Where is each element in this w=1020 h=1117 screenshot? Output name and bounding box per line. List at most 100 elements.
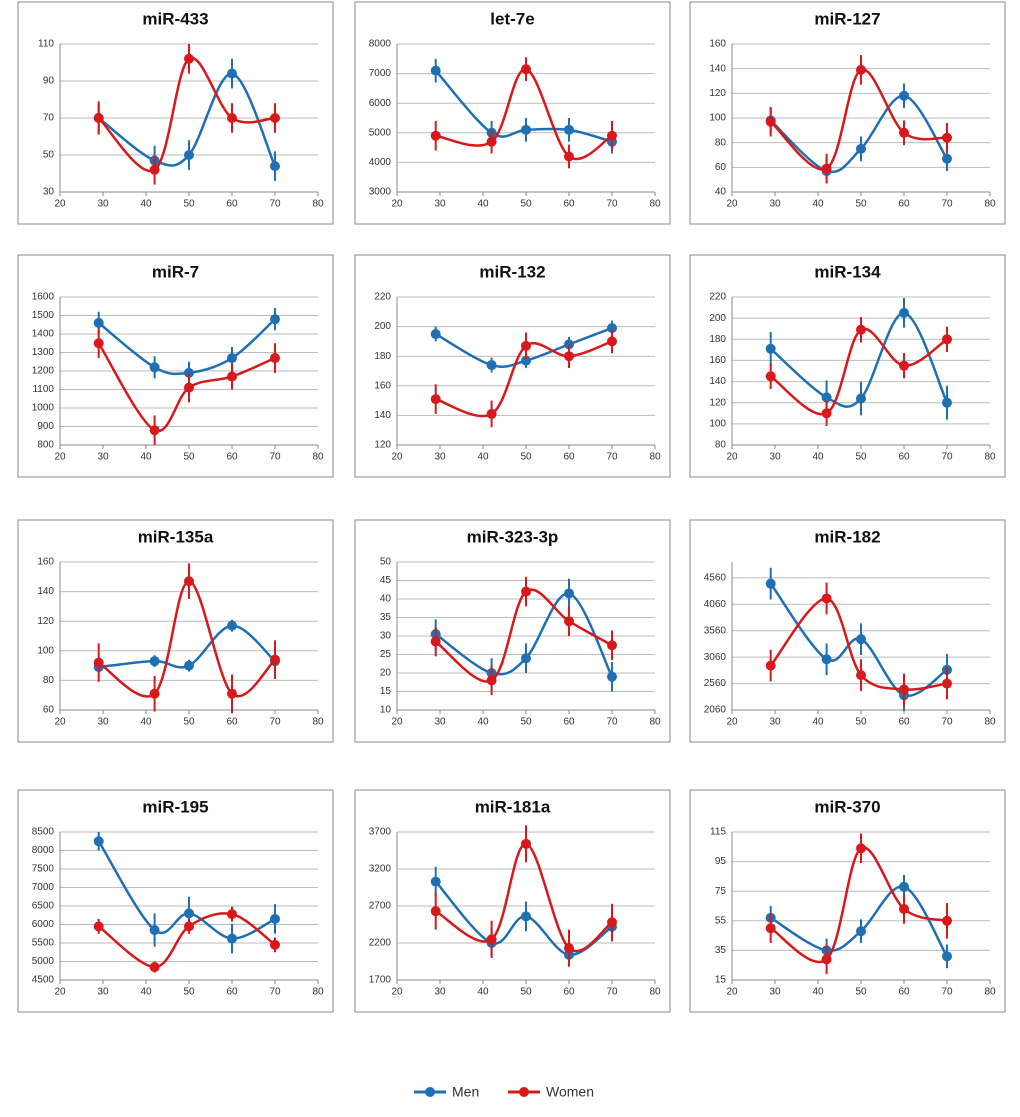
y-tick-label: 2700 <box>369 901 392 912</box>
data-point <box>899 90 909 101</box>
y-tick-label: 100 <box>37 645 54 656</box>
data-point <box>270 913 280 924</box>
chart-panel: miR-127 40 60 80 100 120 140 160 20 30 40 50 60 70 80 <box>689 1 1006 225</box>
x-tick-label: 70 <box>941 199 953 210</box>
x-tick-label: 30 <box>97 452 109 463</box>
data-point <box>184 150 194 160</box>
panel-frame <box>689 254 1006 478</box>
data-point <box>430 876 441 887</box>
data-point <box>607 336 617 347</box>
x-tick-label: 30 <box>434 199 446 210</box>
x-tick-label: 50 <box>520 199 532 210</box>
chart-title: miR-135a <box>138 527 214 546</box>
legend-label: Men <box>452 1084 479 1100</box>
x-tick-label: 40 <box>812 987 824 998</box>
y-tick-label: 4560 <box>704 572 727 583</box>
x-tick-label: 80 <box>649 452 661 463</box>
x-tick-label: 20 <box>391 452 403 463</box>
x-tick-label: 80 <box>649 987 661 998</box>
x-tick-label: 20 <box>726 987 738 998</box>
x-tick-label: 80 <box>984 717 996 728</box>
y-tick-label: 180 <box>374 351 391 362</box>
data-point <box>184 908 194 919</box>
y-tick-label: 900 <box>37 421 54 432</box>
x-tick-label: 40 <box>477 987 489 998</box>
data-point <box>765 923 776 934</box>
data-point <box>149 688 160 699</box>
data-point <box>486 934 497 945</box>
x-tick-label: 50 <box>855 987 867 998</box>
y-tick-label: 800 <box>37 440 54 451</box>
y-tick-label: 120 <box>374 440 391 451</box>
x-tick-label: 80 <box>312 717 324 728</box>
chart-panel: miR-181a 1700 2200 2700 3200 3700 20 30 40 50 60 70… <box>354 789 671 1013</box>
chart-title: miR-134 <box>814 262 881 281</box>
data-point <box>227 620 237 631</box>
data-point <box>430 329 441 339</box>
x-tick-label: 40 <box>812 452 824 463</box>
panel-frame <box>354 789 671 1013</box>
y-tick-label: 1400 <box>32 329 55 340</box>
data-point <box>564 351 574 362</box>
y-tick-label: 4000 <box>369 157 392 168</box>
x-tick-label: 40 <box>140 987 152 998</box>
y-tick-label: 200 <box>709 313 726 324</box>
x-tick-label: 20 <box>391 987 403 998</box>
x-tick-label: 30 <box>97 199 109 210</box>
y-tick-label: 160 <box>709 39 726 50</box>
data-point <box>227 353 237 364</box>
data-point <box>93 657 104 668</box>
chart-panel: miR-132 120 140 160 180 200 220 20 30 40 50 60 70 80 <box>354 254 671 478</box>
x-tick-label: 20 <box>54 717 66 728</box>
data-point <box>93 338 104 349</box>
x-tick-label: 60 <box>226 717 238 728</box>
y-tick-label: 4060 <box>704 599 727 610</box>
x-tick-label: 30 <box>769 717 781 728</box>
data-point <box>184 382 194 393</box>
data-point <box>899 307 909 318</box>
y-tick-label: 45 <box>380 575 392 586</box>
y-tick-label: 25 <box>380 649 392 660</box>
x-tick-label: 30 <box>769 987 781 998</box>
y-tick-label: 40 <box>715 187 727 198</box>
y-tick-label: 1500 <box>32 310 55 321</box>
x-tick-label: 50 <box>855 452 867 463</box>
data-point <box>184 576 194 587</box>
data-point <box>227 688 237 699</box>
chart-title: miR-132 <box>479 262 545 281</box>
y-tick-label: 10 <box>380 705 392 716</box>
data-point <box>564 124 574 135</box>
x-tick-label: 60 <box>226 987 238 998</box>
data-point <box>486 360 497 371</box>
x-tick-label: 70 <box>269 199 281 210</box>
y-tick-label: 110 <box>38 39 54 50</box>
x-tick-label: 50 <box>520 452 532 463</box>
y-tick-label: 1000 <box>32 403 55 414</box>
x-tick-label: 30 <box>434 717 446 728</box>
y-tick-label: 7000 <box>32 882 55 893</box>
data-point <box>821 654 832 665</box>
x-tick-label: 30 <box>769 199 781 210</box>
y-tick-label: 3000 <box>369 187 392 198</box>
data-point <box>430 906 441 917</box>
y-tick-label: 2200 <box>369 938 392 949</box>
chart-title: miR-181a <box>475 797 551 816</box>
x-tick-label: 70 <box>269 452 281 463</box>
y-tick-label: 50 <box>43 150 55 161</box>
y-tick-label: 75 <box>715 886 727 897</box>
data-point <box>564 151 574 162</box>
chart-panel: miR-134 80 100 120 140 160 180 200 220 20 30 40 50 60… <box>689 254 1006 478</box>
data-point <box>607 130 617 141</box>
y-tick-label: 2060 <box>704 705 727 716</box>
x-tick-label: 30 <box>97 987 109 998</box>
data-point <box>227 68 237 79</box>
x-tick-label: 70 <box>606 987 618 998</box>
y-tick-label: 1600 <box>32 292 55 303</box>
x-tick-label: 50 <box>183 987 195 998</box>
y-tick-label: 15 <box>380 686 392 697</box>
y-tick-label: 3560 <box>704 625 727 636</box>
x-tick-label: 40 <box>140 452 152 463</box>
x-tick-label: 40 <box>477 452 489 463</box>
y-tick-label: 20 <box>380 668 392 679</box>
data-point <box>93 921 104 932</box>
